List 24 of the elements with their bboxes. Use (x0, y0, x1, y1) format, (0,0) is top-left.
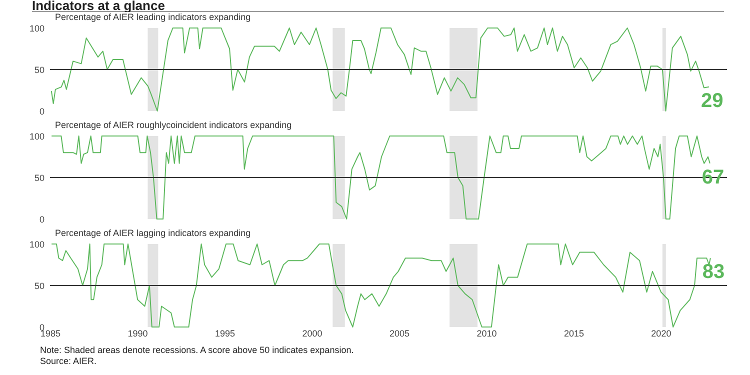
x-tick-label: 1990 (128, 328, 148, 338)
chart-title: Indicators at a glance (32, 0, 724, 13)
x-tick-label: 1995 (214, 328, 235, 338)
y-tick-label: 100 (29, 132, 44, 142)
x-tick-label: 2020 (651, 328, 672, 338)
x-tick-label: 1985 (40, 328, 61, 338)
y-tick-label: 50 (34, 281, 44, 291)
y-tick-label: 100 (29, 24, 44, 34)
x-tick-label: 2005 (389, 328, 410, 338)
y-tick-label: 100 (29, 240, 44, 250)
text: Note: Shaded areas denote recessions. A score above 50 indicates expansion. (40, 345, 355, 356)
y-tick-label: 50 (34, 173, 44, 183)
chart-subtitle: Percentage of AIER leading indicators expanding (55, 12, 251, 22)
annotation: 29 (701, 90, 724, 112)
chart-subtitle: Percentage of AIER lagging indicators expanding (55, 228, 251, 238)
y-tick-label: 50 (34, 65, 44, 75)
annotation: 83 (702, 261, 725, 284)
x-tick-label: 2000 (302, 328, 322, 338)
x-tick-label: 2010 (476, 328, 497, 338)
source-note: Source: AIER. (40, 356, 98, 367)
x-tick-label: 2015 (564, 328, 584, 338)
y-tick-label: 0 (39, 214, 44, 224)
y-tick-label: 0 (39, 106, 44, 116)
chart-subtitle: Percentage of AIER roughlycoincident indicators expanding (55, 120, 292, 130)
